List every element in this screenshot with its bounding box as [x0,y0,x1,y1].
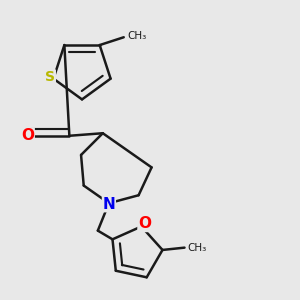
Text: CH₃: CH₃ [188,243,207,253]
Text: S: S [45,70,55,84]
Text: O: O [21,128,34,143]
Text: O: O [138,216,151,231]
Text: CH₃: CH₃ [128,31,147,41]
Text: N: N [103,196,115,211]
